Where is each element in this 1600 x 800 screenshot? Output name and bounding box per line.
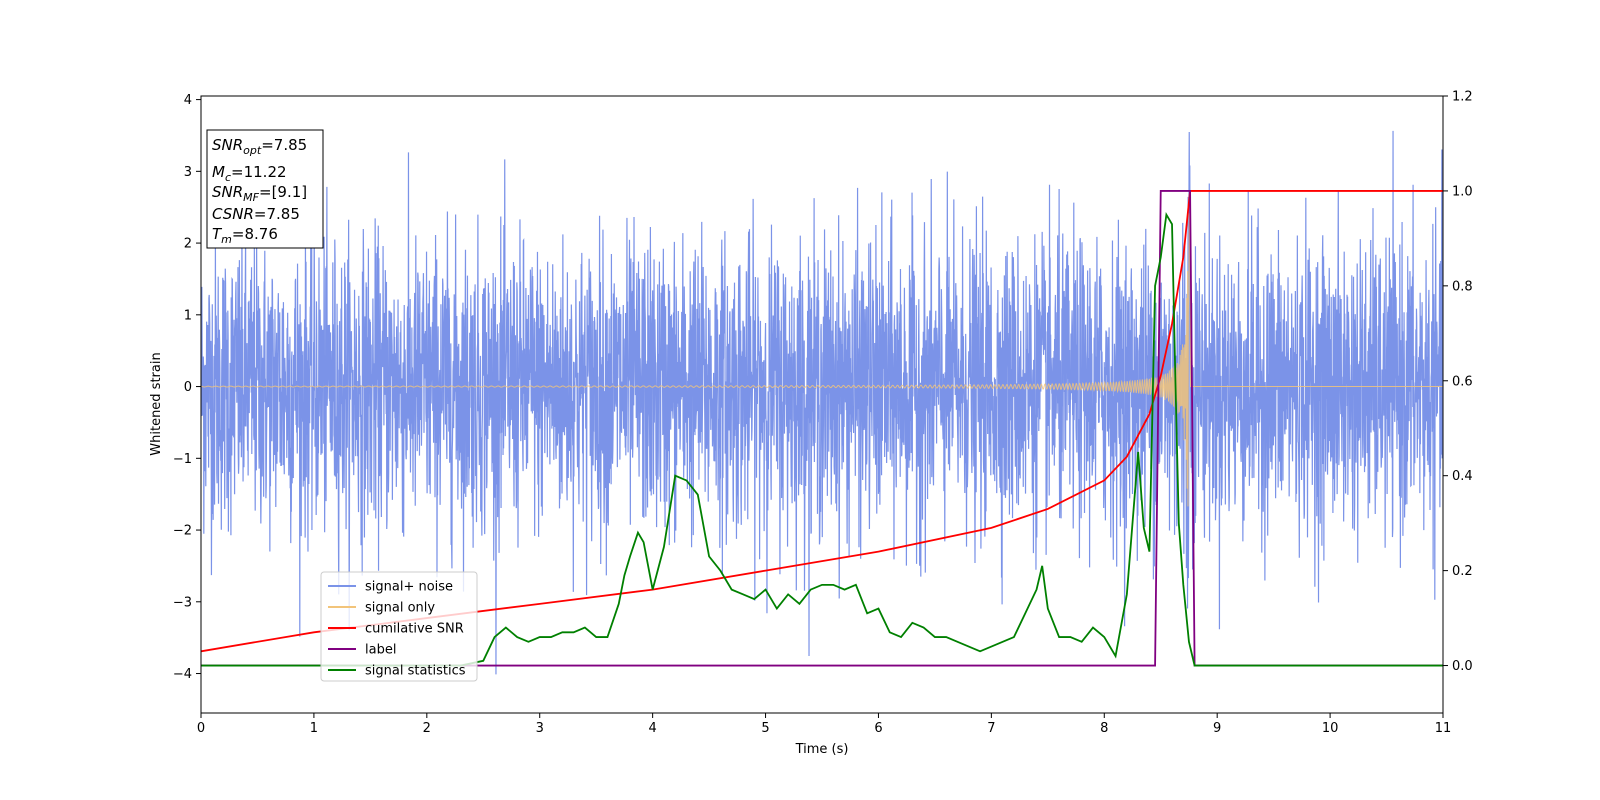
y-right-tick-label: 1.2 xyxy=(1452,90,1473,105)
series-signal-only-line xyxy=(201,213,1443,507)
info-line: Tm=8.76 xyxy=(212,225,278,246)
x-tick-label: 4 xyxy=(648,721,656,736)
legend-signal-statistics: signal statistics xyxy=(328,664,466,679)
y-right-tick-label: 0.2 xyxy=(1452,564,1473,579)
legend-label-text: signal statistics xyxy=(365,664,466,679)
x-tick-label: 5 xyxy=(761,721,769,736)
legend-label-text: label xyxy=(365,643,396,658)
y-left-tick-label: 2 xyxy=(184,237,192,252)
series-cumulative-snr-line xyxy=(201,190,1443,653)
x-tick-label: 3 xyxy=(536,721,544,736)
y-right-tick-label: 0.4 xyxy=(1452,469,1473,484)
legend-label: label xyxy=(328,643,396,658)
y-left-tick-label: 1 xyxy=(184,308,192,323)
x-tick-label: 8 xyxy=(1100,721,1108,736)
y-axis-label: Whitened strain xyxy=(149,352,164,455)
y-axis-right: 1.2 1.0 0.8 0.6 0.4 0.2 0.0 xyxy=(1443,90,1473,674)
legend-label-text: signal only xyxy=(365,601,435,616)
info-line: SNRopt=7.85 xyxy=(212,136,307,157)
y-left-tick-label: 4 xyxy=(184,93,192,108)
series-signal-statistics-line xyxy=(201,211,1443,667)
y-left-tick-label: 0 xyxy=(184,380,192,395)
y-right-tick-label: 0.0 xyxy=(1452,659,1473,674)
series-signal-noise-line xyxy=(201,130,1443,675)
y-left-tick-label: −1 xyxy=(173,452,192,467)
y-right-tick-label: 1.0 xyxy=(1452,184,1473,199)
x-tick-label: 6 xyxy=(874,721,882,736)
legend-signal-only: signal only xyxy=(328,601,435,616)
info-line: CSNR=7.85 xyxy=(212,205,300,223)
y-axis-left: 4 3 2 1 0 −1 −2 −3 −4 xyxy=(173,93,201,682)
legend-label-text: signal+ noise xyxy=(365,580,453,595)
info-line: Mc=11.22 xyxy=(212,163,287,184)
y-right-tick-label: 0.8 xyxy=(1452,279,1473,294)
x-tick-label: 0 xyxy=(197,721,205,736)
legend-cumulative-snr: cumilative SNR xyxy=(328,622,464,637)
y-left-tick-label: −2 xyxy=(173,524,192,539)
x-tick-label: 2 xyxy=(423,721,431,736)
x-tick-label: 1 xyxy=(310,721,318,736)
y-left-tick-label: −4 xyxy=(173,667,192,682)
x-axis: 0 1 2 3 4 5 6 7 8 9 10 11 xyxy=(197,713,1451,736)
x-axis-label: Time (s) xyxy=(795,742,849,757)
y-left-tick-label: −3 xyxy=(173,595,192,610)
legend-signal-noise: signal+ noise xyxy=(328,580,453,595)
y-left-tick-label: 3 xyxy=(184,165,192,180)
plot-frame xyxy=(200,95,1444,714)
legend-label-text: cumilative SNR xyxy=(365,622,464,637)
x-tick-label: 7 xyxy=(987,721,995,736)
series-layer xyxy=(201,130,1443,675)
info-line: SNRMF=[9.1] xyxy=(212,183,307,204)
y-right-tick-label: 0.6 xyxy=(1452,374,1473,389)
x-tick-label: 11 xyxy=(1435,721,1452,736)
x-tick-label: 9 xyxy=(1213,721,1221,736)
legend: signal+ noise signal only cumilative SNR la… xyxy=(320,571,478,682)
x-tick-label: 10 xyxy=(1322,721,1339,736)
